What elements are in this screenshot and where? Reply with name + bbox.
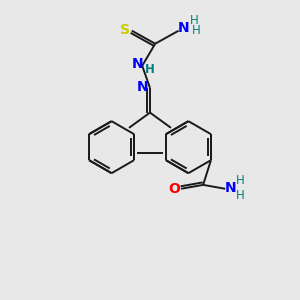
- Text: H: H: [190, 14, 199, 27]
- Text: N: N: [224, 181, 236, 195]
- Text: H: H: [145, 63, 155, 76]
- Text: H: H: [192, 24, 201, 37]
- Text: O: O: [168, 182, 180, 196]
- Text: H: H: [236, 174, 244, 187]
- Text: N: N: [137, 80, 149, 94]
- Text: S: S: [120, 23, 130, 37]
- Text: N: N: [178, 21, 189, 35]
- Text: H: H: [236, 189, 244, 202]
- Text: N: N: [131, 57, 143, 71]
